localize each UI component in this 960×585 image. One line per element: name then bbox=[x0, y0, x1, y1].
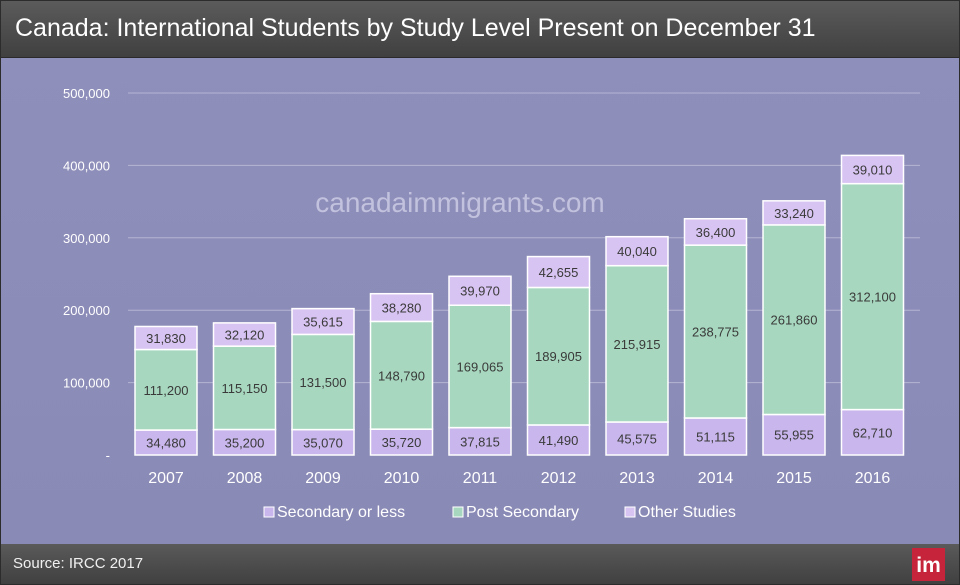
bar-segment bbox=[762, 224, 826, 416]
data-label: 148,790 bbox=[378, 368, 425, 383]
data-label: 35,070 bbox=[303, 435, 343, 450]
data-label: 36,400 bbox=[696, 225, 736, 240]
data-label: 39,010 bbox=[853, 163, 893, 178]
bar-segment bbox=[291, 307, 355, 336]
data-label: 31,830 bbox=[146, 331, 186, 346]
y-tick-label: 400,000 bbox=[63, 158, 110, 173]
legend-swatch bbox=[624, 506, 636, 518]
x-tick-label: 2012 bbox=[541, 470, 577, 487]
bar-segment bbox=[605, 421, 669, 456]
data-label: 35,615 bbox=[303, 315, 343, 330]
bar-segment bbox=[212, 322, 277, 347]
bar-segment bbox=[683, 218, 748, 246]
x-tick-label: 2011 bbox=[463, 470, 498, 487]
data-label: 261,860 bbox=[771, 313, 818, 328]
bar-segment bbox=[762, 200, 826, 226]
x-tick-label: 2008 bbox=[227, 470, 263, 487]
bar-segment bbox=[212, 345, 277, 431]
data-label: 35,200 bbox=[225, 435, 265, 450]
watermark-text: canadaimmigrants.com bbox=[315, 187, 604, 218]
legend-swatch bbox=[452, 506, 464, 518]
bar-segment bbox=[448, 275, 512, 306]
legend-label: Other Studies bbox=[638, 504, 736, 521]
data-label: 45,575 bbox=[617, 432, 657, 447]
x-tick-label: 2010 bbox=[384, 470, 420, 487]
bar-segment bbox=[526, 286, 591, 426]
bar-segment bbox=[526, 424, 591, 456]
data-label: 131,500 bbox=[300, 375, 347, 390]
logo-text: im bbox=[916, 554, 941, 577]
bar-segment bbox=[605, 235, 669, 267]
bar-segment bbox=[840, 182, 905, 411]
data-label: 238,775 bbox=[692, 325, 739, 340]
data-label: 32,120 bbox=[225, 328, 265, 343]
bar-segment bbox=[840, 154, 905, 185]
bar-segment bbox=[134, 429, 198, 456]
bar-segment bbox=[369, 292, 434, 323]
bar-segment bbox=[526, 255, 591, 289]
data-label: 115,150 bbox=[221, 381, 267, 396]
data-label: 37,815 bbox=[460, 434, 500, 449]
x-tick-label: 2013 bbox=[619, 470, 655, 487]
bar-segment bbox=[448, 304, 512, 429]
x-tick-label: 2016 bbox=[855, 470, 891, 487]
data-label: 34,480 bbox=[146, 436, 186, 451]
title-bar: Canada: International Students by Study … bbox=[1, 1, 959, 58]
data-label: 312,100 bbox=[849, 290, 896, 305]
bar-segment bbox=[134, 325, 198, 351]
bar-segment bbox=[762, 413, 826, 456]
y-tick-label: 300,000 bbox=[63, 231, 110, 246]
source-note: Source: IRCC 2017 bbox=[13, 555, 144, 572]
logo-mark: im bbox=[916, 554, 941, 577]
x-tick-label: 2007 bbox=[148, 470, 184, 487]
legend-swatch bbox=[263, 506, 275, 518]
bar-segment bbox=[683, 244, 748, 419]
y-tick-label: 100,000 bbox=[63, 376, 110, 391]
data-label: 33,240 bbox=[774, 206, 814, 221]
data-label: 38,280 bbox=[382, 301, 422, 316]
x-tick-label: 2014 bbox=[698, 470, 734, 487]
bar-segment bbox=[683, 417, 748, 456]
chart-title: Canada: International Students by Study … bbox=[15, 14, 816, 42]
bar-segment bbox=[605, 264, 669, 423]
brand-logo: im bbox=[912, 548, 945, 581]
data-label: 55,955 bbox=[774, 428, 814, 443]
legend-label: Secondary or less bbox=[277, 504, 405, 521]
bar-segment bbox=[448, 426, 512, 456]
legend-label: Post Secondary bbox=[466, 504, 579, 521]
footer-bar: Source: IRCC 2017 im bbox=[1, 544, 959, 584]
y-tick-label: 500,000 bbox=[63, 86, 110, 101]
y-tick-label: - bbox=[106, 448, 110, 463]
data-label: 215,915 bbox=[614, 337, 661, 352]
bar-segment bbox=[212, 428, 277, 456]
data-label: 39,970 bbox=[460, 284, 500, 299]
bar-segment bbox=[291, 428, 355, 456]
bar-segment bbox=[291, 333, 355, 431]
x-tick-label: 2009 bbox=[305, 470, 341, 487]
data-label: 41,490 bbox=[539, 433, 579, 448]
data-label: 40,040 bbox=[617, 244, 657, 259]
y-tick-label: 200,000 bbox=[63, 303, 110, 318]
data-label: 42,655 bbox=[539, 265, 579, 280]
data-label: 169,065 bbox=[457, 359, 504, 374]
data-label: 189,905 bbox=[535, 349, 582, 364]
bar-segment bbox=[134, 348, 198, 431]
x-tick-label: 2015 bbox=[776, 470, 812, 487]
data-label: 111,200 bbox=[143, 383, 188, 398]
data-label: 51,115 bbox=[696, 429, 735, 444]
data-label: 62,710 bbox=[853, 425, 893, 440]
data-label: 35,720 bbox=[382, 435, 422, 450]
